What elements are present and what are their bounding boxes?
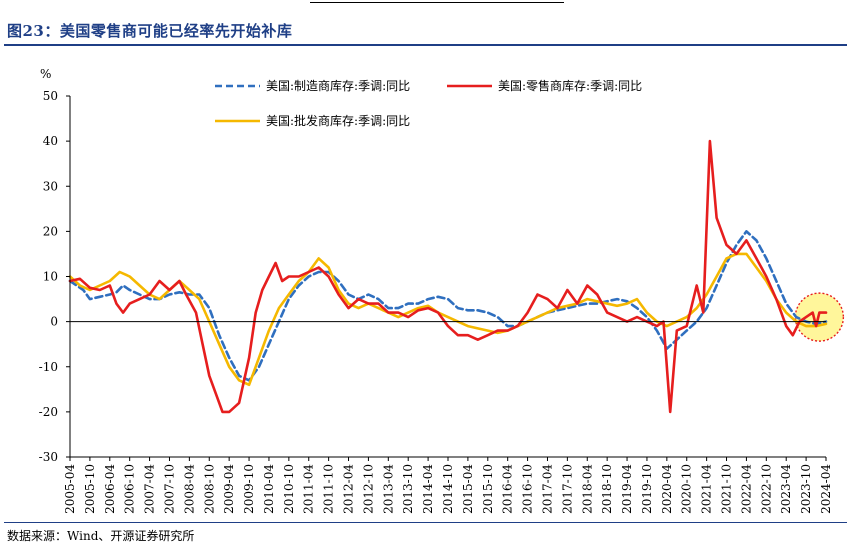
x-tick-label: 2007-10 — [162, 464, 176, 514]
y-tick-label: -20 — [39, 405, 58, 419]
x-tick-label: 2010-10 — [282, 464, 296, 514]
y-tick-label: 40 — [43, 134, 58, 148]
y-tick-label: 10 — [43, 270, 58, 284]
y-tick-label: 0 — [50, 315, 58, 329]
legend: 美国:制造商库存:季调:同比 美国:零售商库存:季调:同比 美国:批发商库存:季… — [215, 78, 642, 128]
x-tick-label: 2018-10 — [600, 464, 614, 514]
y-tick-label: 30 — [43, 179, 58, 193]
x-tick-label: 2021-10 — [720, 464, 734, 514]
legend-label-manufacturing: 美国:制造商库存:季调:同比 — [266, 78, 410, 93]
x-tick-label: 2021-04 — [700, 464, 714, 514]
x-tick-label: 2023-04 — [779, 464, 793, 514]
x-tick-label: 2007-04 — [143, 464, 157, 514]
x-tick-label: 2008-04 — [182, 464, 196, 514]
x-tick-label: 2024-04 — [819, 464, 833, 514]
x-tick-label: 2020-04 — [660, 464, 674, 514]
x-tick-label: 2015-04 — [461, 464, 475, 514]
x-tick-label: 2009-10 — [242, 464, 256, 514]
x-tick-label: 2023-10 — [799, 464, 813, 514]
x-tick-label: 2006-10 — [123, 464, 137, 514]
series-line-wholesale — [68, 252, 828, 387]
x-tick-label: 2014-10 — [441, 464, 455, 514]
x-tick-label: 2018-04 — [580, 464, 594, 514]
axes-layer: % — [40, 67, 826, 458]
series-layer — [68, 139, 828, 414]
x-tick-label: 2016-10 — [521, 464, 535, 514]
x-tick-label: 2012-04 — [342, 464, 356, 514]
x-tick-label: 2013-10 — [401, 464, 415, 514]
x-tick-label: 2022-04 — [739, 464, 753, 514]
source-note: 数据来源：Wind、开源证券研究所 — [7, 529, 195, 543]
y-tick-label: 20 — [43, 224, 58, 238]
y-axis-label: % — [40, 67, 51, 81]
y-tick-label: -30 — [39, 450, 58, 464]
x-tick-label: 2022-10 — [759, 464, 773, 514]
figure-title: 图23：美国零售商可能已经率先开始补库 — [7, 22, 293, 40]
top-rule — [310, 2, 564, 3]
x-tick-label: 2014-04 — [421, 464, 435, 514]
x-tick-label: 2020-10 — [680, 464, 694, 514]
x-tick-label: 2011-10 — [322, 464, 336, 514]
x-tick-label: 2008-10 — [202, 464, 216, 514]
x-tick-label: 2019-04 — [620, 464, 634, 514]
x-tick-label: 2011-04 — [302, 464, 316, 514]
x-tick-label: 2019-10 — [640, 464, 654, 514]
y-tick-label: -10 — [39, 360, 58, 374]
x-tick-label: 2006-04 — [103, 464, 117, 514]
series-line-manufacturing — [68, 230, 828, 382]
legend-label-wholesale: 美国:批发商库存:季调:同比 — [266, 113, 410, 128]
x-tick-label: 2016-04 — [501, 464, 515, 514]
x-tick-label: 2017-04 — [540, 464, 554, 514]
x-tick-label: 2005-10 — [83, 464, 97, 514]
title-rule — [4, 44, 847, 46]
x-tick-label: 2010-04 — [262, 464, 276, 514]
x-tick-label: 2017-10 — [560, 464, 574, 514]
x-tick-label: 2015-10 — [481, 464, 495, 514]
bottom-rule — [4, 522, 847, 523]
legend-label-retail: 美国:零售商库存:季调:同比 — [498, 78, 642, 93]
x-tick-label: 2012-10 — [361, 464, 375, 514]
x-tick-label: 2013-04 — [381, 464, 395, 514]
y-tick-label: 50 — [43, 89, 58, 103]
x-tick-label: 2009-04 — [222, 464, 236, 514]
y-tick-labels: -30 -20 -10 0 10 20 30 40 50 — [39, 89, 70, 464]
x-tick-labels: 2005-04 2005-10 2006-04 2006-10 2007-04 2007-… — [63, 457, 833, 514]
series-line-retail — [68, 139, 828, 414]
x-tick-label: 2005-04 — [63, 464, 77, 514]
